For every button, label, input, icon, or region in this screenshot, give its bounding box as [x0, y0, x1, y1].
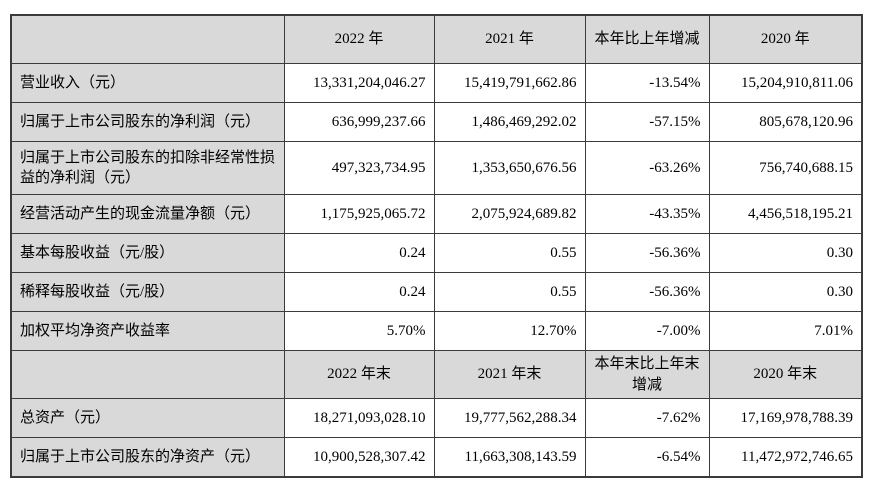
value-2021: 11,663,308,143.59	[433, 437, 586, 478]
value-change: -43.35%	[584, 194, 710, 234]
table-row-total-assets: 总资产（元） 18,271,093,028.10 19,777,562,288.…	[10, 398, 863, 438]
col-header-2022: 2022 年	[283, 14, 435, 64]
value-2022: 18,271,093,028.10	[283, 398, 435, 438]
table-row-weighted-avg-roe: 加权平均净资产收益率 5.70% 12.70% -7.00% 7.01%	[10, 311, 863, 351]
value-2022: 497,323,734.95	[283, 141, 435, 195]
table-row-diluted-eps: 稀释每股收益（元/股） 0.24 0.55 -56.36% 0.30	[10, 272, 863, 312]
table-row-operating-cash-flow: 经营活动产生的现金流量净额（元） 1,175,925,065.72 2,075,…	[10, 194, 863, 234]
value-2021: 12.70%	[433, 311, 586, 351]
table-row-net-assets: 归属于上市公司股东的净资产（元） 10,900,528,307.42 11,66…	[10, 437, 863, 478]
value-2020: 15,204,910,811.06	[708, 63, 863, 103]
col-header-year-end-change: 本年末比上年末增减	[584, 350, 710, 399]
row-label: 加权平均净资产收益率	[10, 311, 285, 351]
value-2021: 1,486,469,292.02	[433, 102, 586, 142]
value-change: -63.26%	[584, 141, 710, 195]
value-change: -57.15%	[584, 102, 710, 142]
header-row-annual: 2022 年 2021 年 本年比上年增减 2020 年	[10, 14, 863, 64]
table-row-basic-eps: 基本每股收益（元/股） 0.24 0.55 -56.36% 0.30	[10, 233, 863, 273]
row-label: 基本每股收益（元/股）	[10, 233, 285, 273]
value-change: -13.54%	[584, 63, 710, 103]
value-2021: 2,075,924,689.82	[433, 194, 586, 234]
table-row-net-profit: 归属于上市公司股东的净利润（元） 636,999,237.66 1,486,46…	[10, 102, 863, 142]
value-2020: 756,740,688.15	[708, 141, 863, 195]
col-header-2021: 2021 年	[433, 14, 586, 64]
value-2020: 11,472,972,746.65	[708, 437, 863, 478]
value-2022: 636,999,237.66	[283, 102, 435, 142]
col-header-2020-year-end: 2020 年末	[708, 350, 863, 399]
row-label: 稀释每股收益（元/股）	[10, 272, 285, 312]
financial-summary-table: 2022 年 2021 年 本年比上年增减 2020 年 营业收入（元） 13,…	[10, 14, 863, 478]
value-2021: 0.55	[433, 272, 586, 312]
value-2022: 0.24	[283, 272, 435, 312]
value-2021: 1,353,650,676.56	[433, 141, 586, 195]
row-label: 总资产（元）	[10, 398, 285, 438]
header-empty-cell	[10, 350, 285, 399]
value-2022: 1,175,925,065.72	[283, 194, 435, 234]
value-2022: 13,331,204,046.27	[283, 63, 435, 103]
table-row-revenue: 营业收入（元） 13,331,204,046.27 15,419,791,662…	[10, 63, 863, 103]
row-label: 经营活动产生的现金流量净额（元）	[10, 194, 285, 234]
row-label: 归属于上市公司股东的净资产（元）	[10, 437, 285, 478]
value-2020: 17,169,978,788.39	[708, 398, 863, 438]
row-label: 营业收入（元）	[10, 63, 285, 103]
value-2022: 0.24	[283, 233, 435, 273]
value-2020: 0.30	[708, 233, 863, 273]
header-row-year-end: 2022 年末 2021 年末 本年末比上年末增减 2020 年末	[10, 350, 863, 399]
col-header-2022-year-end: 2022 年末	[283, 350, 435, 399]
value-2022: 5.70%	[283, 311, 435, 351]
value-2021: 19,777,562,288.34	[433, 398, 586, 438]
col-header-2021-year-end: 2021 年末	[433, 350, 586, 399]
value-change: -7.62%	[584, 398, 710, 438]
col-header-2020: 2020 年	[708, 14, 863, 64]
value-change: -6.54%	[584, 437, 710, 478]
table-row-net-profit-excl-nonrecurring: 归属于上市公司股东的扣除非经常性损益的净利润（元） 497,323,734.95…	[10, 141, 863, 195]
value-2020: 805,678,120.96	[708, 102, 863, 142]
value-2022: 10,900,528,307.42	[283, 437, 435, 478]
row-label: 归属于上市公司股东的扣除非经常性损益的净利润（元）	[10, 141, 285, 195]
value-change: -56.36%	[584, 233, 710, 273]
header-empty-cell	[10, 14, 285, 64]
value-change: -7.00%	[584, 311, 710, 351]
col-header-yoy-change: 本年比上年增减	[584, 14, 710, 64]
value-2020: 7.01%	[708, 311, 863, 351]
value-2020: 4,456,518,195.21	[708, 194, 863, 234]
value-2021: 15,419,791,662.86	[433, 63, 586, 103]
value-change: -56.36%	[584, 272, 710, 312]
value-2021: 0.55	[433, 233, 586, 273]
value-2020: 0.30	[708, 272, 863, 312]
row-label: 归属于上市公司股东的净利润（元）	[10, 102, 285, 142]
